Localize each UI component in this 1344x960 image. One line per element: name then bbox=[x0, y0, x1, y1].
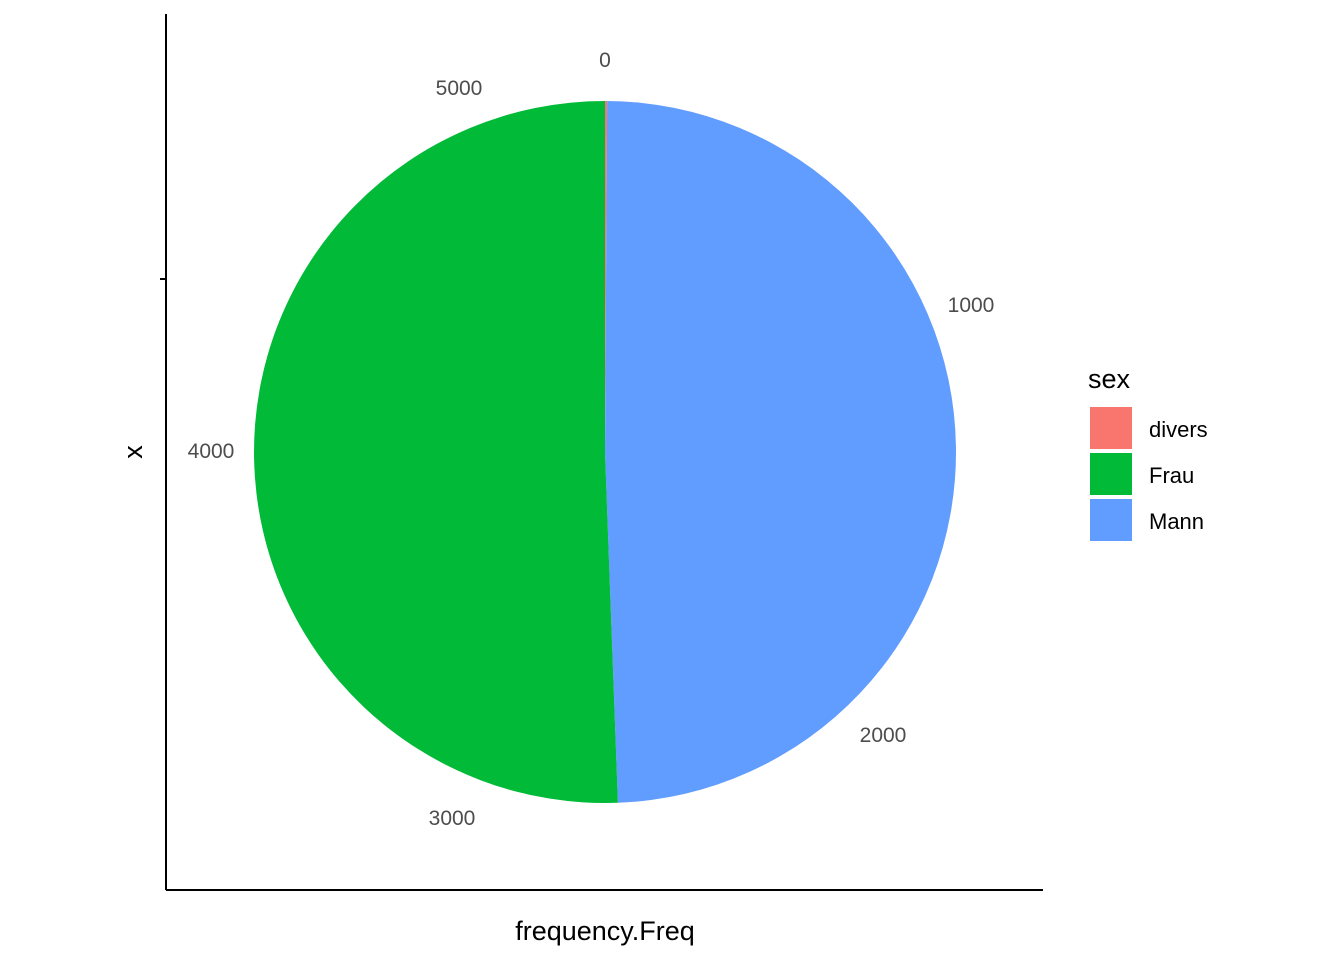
y-axis-title: x bbox=[118, 445, 148, 459]
legend-key-divers bbox=[1090, 407, 1132, 449]
legend-title: sex bbox=[1088, 364, 1131, 394]
legend-key-frau bbox=[1090, 453, 1132, 495]
theta-tick-label-3000: 3000 bbox=[429, 807, 476, 830]
pie-slice-frau bbox=[254, 101, 618, 803]
legend-label-mann: Mann bbox=[1149, 509, 1204, 534]
pie-slice-mann bbox=[605, 101, 957, 803]
theta-tick-label-1000: 1000 bbox=[948, 294, 995, 317]
theta-tick-label-2000: 2000 bbox=[860, 724, 907, 747]
legend-label-frau: Frau bbox=[1149, 463, 1194, 488]
pie-slices bbox=[254, 101, 957, 803]
legend-label-divers: divers bbox=[1149, 417, 1208, 442]
theta-tick-label-4000: 4000 bbox=[188, 440, 235, 463]
legend-key-mann bbox=[1090, 499, 1132, 541]
legend: sex divers Frau Mann bbox=[1088, 364, 1208, 541]
theta-tick-label-5000: 5000 bbox=[436, 77, 483, 100]
pie-slice-divers bbox=[605, 101, 608, 452]
x-axis-title: frequency.Freq bbox=[515, 916, 695, 946]
theta-tick-label-0: 0 bbox=[599, 49, 611, 72]
